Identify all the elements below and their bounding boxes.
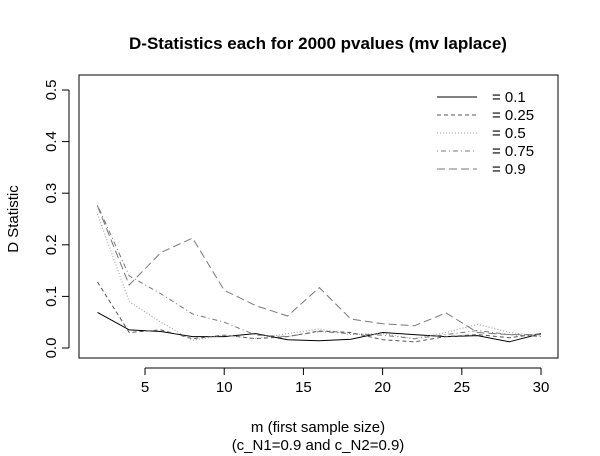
legend-label: = 0.1 (492, 89, 526, 106)
legend-label: = 0.75 (492, 143, 534, 160)
x-tick-label: 30 (533, 379, 550, 396)
x-tick-label: 20 (374, 379, 391, 396)
chart-title: D-Statistics each for 2000 pvalues (mv l… (129, 34, 507, 53)
y-axis-label: D Statistic (5, 185, 22, 253)
legend-label: = 0.9 (492, 161, 526, 178)
series-line-4 (97, 204, 542, 340)
x-axis: 5 10 15 20 25 30 (141, 367, 550, 396)
series-line-3 (97, 213, 542, 341)
y-tick-label: 0.2 (43, 234, 60, 255)
x-tick-label: 5 (141, 379, 149, 396)
y-tick-label: 0.3 (43, 183, 60, 204)
x-tick-label: 25 (453, 379, 470, 396)
series-line-1 (97, 311, 542, 343)
y-tick-label: 0.1 (43, 286, 60, 307)
legend: = 0.1= 0.25= 0.5= 0.75= 0.9 (437, 89, 534, 178)
x-tick-label: 10 (216, 379, 233, 396)
series-line-5 (97, 205, 541, 336)
legend-label: = 0.25 (492, 107, 534, 124)
series-line-2 (97, 281, 542, 343)
plot-area-frame (78, 74, 559, 359)
legend-label: = 0.5 (492, 125, 526, 142)
y-tick-label: 0.5 (43, 80, 60, 101)
series-lines (97, 204, 542, 343)
y-tick-label: 0.0 (43, 338, 60, 359)
x-axis-label-line2: (c_N1=0.9 and c_N2=0.9) (232, 437, 405, 454)
y-axis: 0.0 0.1 0.2 0.3 0.4 0.5 (43, 80, 70, 359)
x-axis-label: m (first sample size) (251, 419, 385, 436)
x-tick-label: 15 (295, 379, 312, 396)
y-tick-label: 0.4 (43, 131, 60, 152)
